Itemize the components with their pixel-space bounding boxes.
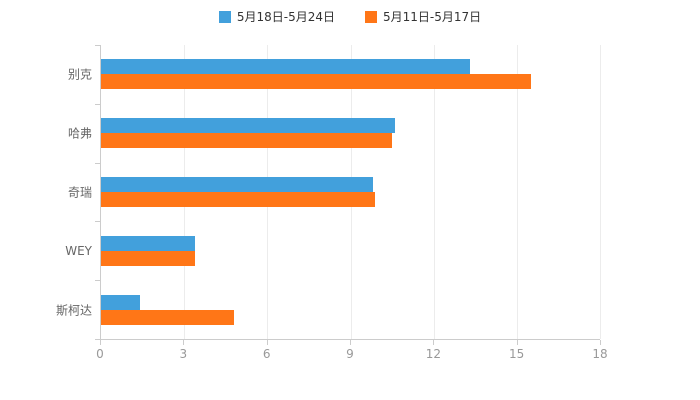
y-axis-tick bbox=[95, 280, 101, 282]
category-row: 别克 bbox=[68, 45, 600, 104]
y-axis-tick bbox=[95, 103, 101, 105]
x-axis: 0 3 6 9 12 15 18 bbox=[96, 340, 608, 364]
y-axis-label: 斯柯达 bbox=[55, 303, 92, 318]
bar-5月18日-5月24日-WEY bbox=[101, 235, 196, 251]
bar-5月11日-5月17日-WEY bbox=[101, 250, 196, 266]
plot-area: 别克哈弗奇瑞 WEY 斯柯达 bbox=[56, 45, 601, 340]
bar-group bbox=[101, 176, 600, 207]
legend: 5月18日-5月24日 5月11日-5月17日 bbox=[0, 8, 700, 25]
legend-swatch-orange-icon bbox=[365, 10, 377, 23]
y-axis-label: 奇瑞 bbox=[67, 185, 92, 200]
x-axis-tick-label: 15 bbox=[509, 347, 525, 361]
y-axis-tick bbox=[95, 221, 101, 223]
y-axis-label: WEY bbox=[65, 243, 92, 258]
x-axis-tick-label: 3 bbox=[179, 347, 188, 361]
x-axis-tick bbox=[183, 340, 185, 345]
category-row: 奇瑞 bbox=[68, 163, 600, 222]
bar-5月18日-5月24日-斯柯达 bbox=[101, 294, 140, 310]
y-axis-label: 哈弗 bbox=[67, 126, 92, 141]
gridline bbox=[516, 45, 518, 339]
y-axis-tick bbox=[95, 162, 101, 164]
x-axis-tick bbox=[516, 340, 518, 345]
category-row: WEY bbox=[65, 221, 600, 280]
x-axis-tick-label: 6 bbox=[262, 347, 271, 361]
x-axis-tick-label: 9 bbox=[346, 347, 354, 361]
y-axis-label: 别克 bbox=[67, 67, 92, 82]
category-row: 斯柯达 bbox=[56, 280, 600, 339]
bar-5月11日-5月17日-别克 bbox=[101, 74, 531, 90]
bar-5月18日-5月24日-哈弗 bbox=[101, 118, 395, 134]
bar-5月11日-5月17日-哈弗 bbox=[101, 133, 393, 149]
x-axis-tick bbox=[350, 340, 351, 345]
bar-group bbox=[101, 235, 600, 266]
x-axis-tick bbox=[100, 340, 101, 345]
gridline bbox=[433, 45, 435, 339]
bar-5月11日-5月17日-奇瑞 bbox=[101, 191, 376, 207]
legend-swatch-blue-icon bbox=[218, 10, 231, 23]
x-axis-tick-label: 12 bbox=[425, 347, 441, 361]
legend-label-may18-24: 5月18日-5月24日 bbox=[236, 10, 335, 24]
bar-5月11日-5月17日-斯柯达 bbox=[101, 309, 235, 325]
bar-group bbox=[101, 294, 600, 325]
legend-item-may11-17[interactable]: 5月11日-5月17日 bbox=[365, 8, 481, 25]
x-axis-tick-label: 18 bbox=[592, 347, 608, 361]
x-axis-tick-label: 0 bbox=[96, 347, 104, 361]
y-axis-tick bbox=[95, 339, 101, 340]
bar-group bbox=[101, 118, 600, 149]
bar-5月18日-5月24日-别克 bbox=[101, 59, 470, 75]
x-axis-tick bbox=[266, 340, 268, 345]
x-axis-tick bbox=[600, 340, 601, 345]
x-axis-tick bbox=[433, 340, 435, 345]
bar-5月18日-5月24日-奇瑞 bbox=[101, 176, 373, 192]
y-axis-tick bbox=[95, 45, 101, 46]
legend-label-may11-17: 5月11日-5月17日 bbox=[383, 10, 482, 24]
legend-item-may18-24[interactable]: 5月18日-5月24日 bbox=[218, 8, 335, 25]
category-row: 哈弗 bbox=[68, 104, 600, 163]
gridline bbox=[600, 45, 601, 339]
bar-group bbox=[101, 59, 600, 90]
